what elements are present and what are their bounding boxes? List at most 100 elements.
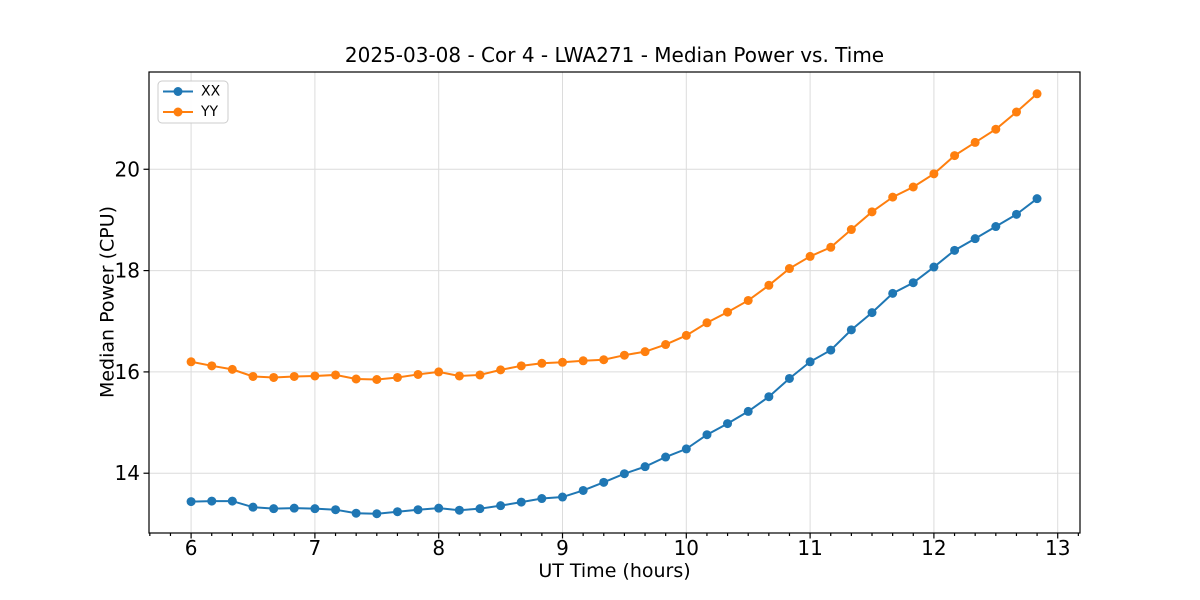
x-tick-label: 13 <box>1045 536 1070 560</box>
y-axis-label: Median Power (CPU) <box>96 205 119 399</box>
y-tick-label: 16 <box>115 360 140 384</box>
data-point <box>372 375 382 384</box>
data-point <box>578 356 588 366</box>
data-point <box>640 462 650 472</box>
data-point <box>351 508 361 518</box>
data-point <box>929 169 939 179</box>
x-tick-label: 6 <box>185 536 198 560</box>
data-point <box>207 496 217 506</box>
data-point <box>619 469 629 479</box>
data-point <box>558 492 567 502</box>
data-point <box>413 505 423 515</box>
data-point <box>805 357 815 367</box>
data-point <box>558 357 567 367</box>
data-point <box>248 371 258 381</box>
data-point <box>681 444 691 454</box>
data-point <box>351 374 361 384</box>
data-point <box>970 234 980 244</box>
x-tick-label: 11 <box>797 536 822 560</box>
data-point <box>289 371 299 381</box>
data-point <box>372 509 382 519</box>
legend-label-xx: XX <box>201 84 221 100</box>
data-point <box>888 288 898 298</box>
series-markers-yy <box>186 89 1042 384</box>
data-point <box>537 494 547 504</box>
data-point <box>702 318 712 328</box>
data-point <box>310 504 320 514</box>
data-point <box>950 245 960 255</box>
legend-entry-yy: YY <box>163 104 219 120</box>
data-point <box>970 137 980 147</box>
data-point <box>392 507 402 517</box>
data-point <box>702 430 712 440</box>
data-point <box>269 504 279 514</box>
data-point <box>826 242 836 252</box>
data-point <box>599 355 609 365</box>
data-point <box>681 330 691 340</box>
data-point <box>331 370 341 380</box>
grid-lines <box>149 72 1080 533</box>
data-point <box>578 485 588 495</box>
data-point <box>537 358 547 368</box>
data-point <box>413 369 423 379</box>
data-point <box>1032 194 1042 204</box>
legend-marker <box>173 107 183 117</box>
data-point <box>248 502 258 512</box>
data-point <box>289 503 299 513</box>
series-yy <box>186 89 1042 384</box>
data-point <box>929 262 939 272</box>
data-point <box>227 364 237 374</box>
data-point <box>496 365 506 375</box>
data-point <box>599 477 609 487</box>
data-point <box>826 345 836 355</box>
data-point <box>475 504 485 514</box>
data-point <box>516 497 526 507</box>
legend-entry-xx: XX <box>163 84 221 100</box>
data-point <box>908 182 918 192</box>
data-point <box>392 372 402 382</box>
data-point <box>496 501 506 511</box>
legend: XX YY <box>157 80 229 124</box>
data-point <box>186 357 196 367</box>
axis-ticks <box>143 168 1079 539</box>
data-point <box>723 419 733 429</box>
data-point <box>454 371 464 381</box>
data-point <box>434 367 444 377</box>
data-point <box>475 370 485 380</box>
data-point <box>310 371 320 381</box>
y-tick-label: 20 <box>115 157 140 181</box>
data-point <box>784 264 794 274</box>
data-point <box>331 505 341 515</box>
series-line-yy <box>190 93 1038 381</box>
data-point <box>867 207 877 217</box>
data-point <box>269 372 279 382</box>
y-tick-label: 14 <box>115 461 140 485</box>
x-tick-label: 9 <box>556 536 569 560</box>
data-point <box>619 350 629 360</box>
x-tick-label: 10 <box>674 536 699 560</box>
data-point <box>743 295 753 305</box>
data-point <box>227 496 237 506</box>
series-xx <box>186 194 1042 519</box>
data-point <box>1011 107 1021 117</box>
y-tick-label: 18 <box>115 259 140 283</box>
data-point <box>434 503 444 513</box>
axes-spines <box>148 71 1081 534</box>
tick-labels: 6 7 8 9 10 11 12 13 14 16 18 20 <box>115 157 1071 560</box>
data-point <box>186 497 196 507</box>
series-line-xx <box>191 197 1038 515</box>
data-point <box>1032 89 1042 99</box>
data-point <box>743 406 753 416</box>
data-point <box>764 280 774 290</box>
data-point <box>661 340 671 350</box>
chart-title: 2025-03-08 - Cor 4 - LWA271 - Median Pow… <box>344 43 885 67</box>
x-tick-label: 7 <box>309 536 322 560</box>
data-point <box>784 373 794 383</box>
data-point <box>950 151 960 161</box>
data-point <box>846 325 856 335</box>
x-tick-label: 12 <box>921 536 946 560</box>
legend-marker <box>173 87 183 96</box>
series-markers-xx <box>186 194 1042 519</box>
